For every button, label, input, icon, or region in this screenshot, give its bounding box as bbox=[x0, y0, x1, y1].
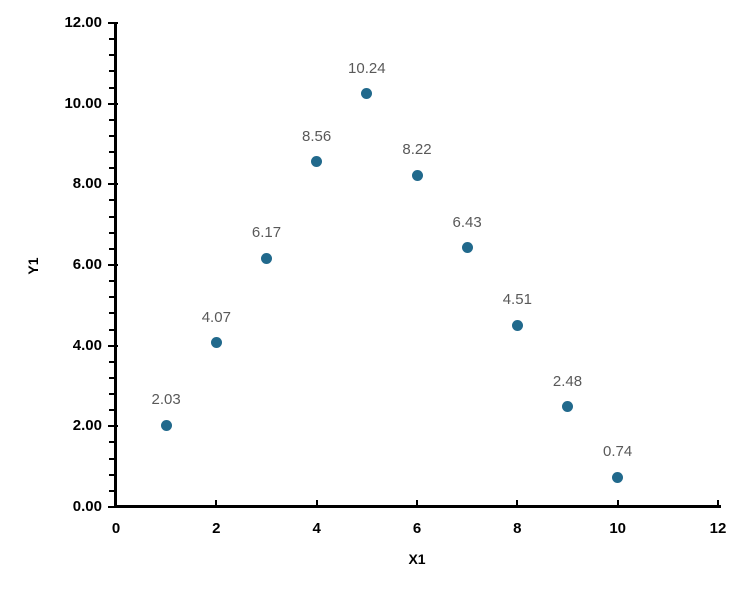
data-point-label: 8.22 bbox=[402, 141, 432, 159]
x-tick-label: 2 bbox=[212, 520, 221, 537]
y-major-tick bbox=[108, 22, 118, 24]
data-point-label: 6.17 bbox=[251, 224, 282, 242]
y-minor-tick bbox=[109, 376, 114, 379]
x-tick-mark bbox=[516, 500, 519, 505]
y-major-tick bbox=[108, 344, 118, 347]
x-tick-mark bbox=[717, 500, 719, 505]
data-point-label: 6.43 bbox=[452, 213, 482, 231]
x-tick-mark bbox=[616, 500, 619, 505]
y-minor-tick bbox=[109, 409, 114, 412]
y-minor-tick bbox=[109, 247, 114, 250]
y-minor-tick bbox=[109, 151, 114, 154]
x-tick-mark bbox=[315, 500, 318, 505]
data-point-label: 10.24 bbox=[348, 59, 386, 77]
y-tick-label: 10.00 bbox=[64, 94, 102, 112]
y-tick-label: 12.00 bbox=[64, 14, 102, 31]
data-point bbox=[411, 169, 423, 181]
y-minor-tick bbox=[109, 134, 114, 137]
y-minor-tick bbox=[109, 215, 114, 218]
y-axis-title: Y1 bbox=[25, 257, 41, 275]
y-minor-tick bbox=[109, 360, 114, 363]
x-tick-mark bbox=[215, 500, 218, 505]
y-major-tick bbox=[108, 264, 118, 266]
x-tick-mark bbox=[416, 500, 418, 505]
data-point-label: 2.48 bbox=[552, 372, 583, 390]
y-minor-tick bbox=[109, 70, 114, 73]
data-point bbox=[562, 401, 573, 413]
data-point bbox=[612, 471, 624, 483]
y-minor-tick bbox=[109, 118, 114, 121]
data-point-label: 8.56 bbox=[302, 127, 332, 145]
y-minor-tick bbox=[109, 54, 114, 57]
data-point bbox=[511, 319, 523, 331]
y-minor-tick bbox=[109, 280, 114, 283]
y-minor-tick bbox=[109, 328, 114, 331]
data-point bbox=[311, 156, 323, 168]
axis-lines bbox=[114, 23, 721, 508]
x-tick-label: 4 bbox=[312, 520, 321, 537]
y-major-tick bbox=[108, 183, 118, 186]
data-point bbox=[261, 252, 272, 264]
y-minor-tick bbox=[109, 231, 114, 234]
y-tick-label: 6.00 bbox=[72, 256, 102, 273]
y-minor-tick bbox=[109, 489, 114, 492]
y-minor-tick bbox=[109, 312, 114, 315]
y-minor-tick bbox=[109, 38, 114, 41]
data-point bbox=[160, 419, 172, 431]
y-tick-label: 2.00 bbox=[72, 417, 102, 435]
y-major-tick bbox=[108, 506, 118, 508]
x-tick-label: 8 bbox=[513, 520, 522, 537]
x-axis-title: X1 bbox=[408, 551, 426, 567]
data-point-label: 4.07 bbox=[201, 308, 231, 326]
data-point bbox=[461, 242, 473, 254]
x-tick-label: 10 bbox=[609, 520, 626, 537]
y-tick-label: 4.00 bbox=[72, 336, 102, 354]
y-minor-tick bbox=[109, 86, 114, 89]
x-tick-label: 0 bbox=[111, 520, 121, 537]
y-minor-tick bbox=[109, 167, 114, 170]
y-tick-label: 0.00 bbox=[72, 498, 102, 515]
y-minor-tick bbox=[109, 393, 114, 396]
data-point-label: 4.51 bbox=[502, 291, 532, 309]
data-point bbox=[361, 88, 373, 100]
y-minor-tick bbox=[109, 473, 114, 476]
data-point bbox=[210, 337, 222, 349]
data-point-label: 0.74 bbox=[603, 443, 633, 461]
x-tick-label: 12 bbox=[709, 520, 727, 537]
y-minor-tick bbox=[109, 199, 114, 202]
data-point-label: 2.03 bbox=[151, 391, 181, 409]
y-minor-tick bbox=[109, 441, 114, 444]
y-major-tick bbox=[108, 425, 118, 428]
y-minor-tick bbox=[109, 457, 114, 460]
y-major-tick bbox=[108, 102, 118, 105]
x-tick-label: 6 bbox=[412, 520, 422, 537]
y-minor-tick bbox=[109, 296, 114, 299]
y-tick-label: 8.00 bbox=[72, 175, 102, 193]
